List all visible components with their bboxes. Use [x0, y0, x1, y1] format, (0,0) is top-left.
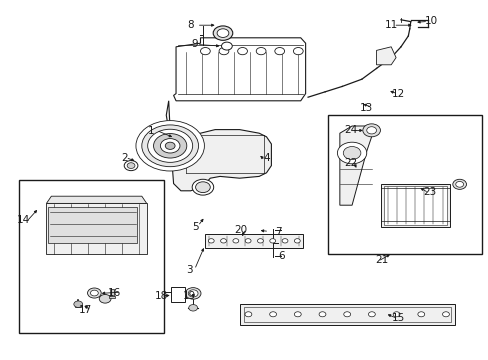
Circle shape — [318, 312, 325, 317]
Text: 16: 16 — [107, 288, 121, 298]
Circle shape — [87, 288, 101, 298]
Text: 5: 5 — [192, 222, 199, 232]
Bar — [327, 115, 481, 254]
Bar — [19, 180, 163, 333]
Circle shape — [269, 239, 275, 243]
Circle shape — [160, 139, 180, 153]
Text: 19: 19 — [183, 291, 196, 301]
Circle shape — [343, 147, 360, 159]
Circle shape — [442, 312, 448, 317]
Polygon shape — [46, 196, 146, 203]
Text: 18: 18 — [154, 291, 168, 301]
Bar — [243, 307, 450, 322]
Polygon shape — [173, 38, 305, 101]
Circle shape — [90, 290, 98, 296]
Polygon shape — [339, 126, 371, 205]
Circle shape — [256, 48, 265, 55]
Bar — [48, 207, 137, 243]
Text: 15: 15 — [391, 312, 405, 323]
Text: 4: 4 — [263, 153, 269, 163]
Circle shape — [147, 129, 192, 162]
Bar — [171, 287, 184, 302]
Text: 3: 3 — [186, 265, 193, 275]
Circle shape — [142, 125, 198, 167]
Circle shape — [455, 181, 463, 187]
Circle shape — [257, 239, 263, 243]
Circle shape — [195, 182, 210, 193]
Circle shape — [362, 124, 380, 137]
Circle shape — [192, 179, 213, 195]
Circle shape — [237, 48, 247, 55]
Text: 2: 2 — [121, 153, 128, 163]
Text: 22: 22 — [344, 158, 357, 168]
Circle shape — [188, 305, 197, 311]
Text: 9: 9 — [191, 39, 198, 49]
Circle shape — [124, 161, 138, 171]
Text: 13: 13 — [359, 103, 373, 113]
Bar — [108, 296, 115, 298]
Bar — [110, 289, 114, 297]
Circle shape — [136, 121, 204, 171]
Bar — [383, 186, 447, 225]
Text: 10: 10 — [424, 16, 437, 26]
Polygon shape — [376, 47, 395, 65]
Circle shape — [232, 239, 238, 243]
Circle shape — [294, 312, 301, 317]
Text: 20: 20 — [234, 225, 246, 235]
Circle shape — [99, 294, 111, 303]
Circle shape — [188, 290, 198, 297]
Circle shape — [282, 239, 287, 243]
Circle shape — [367, 312, 375, 317]
Circle shape — [269, 312, 276, 317]
Polygon shape — [46, 203, 146, 254]
Circle shape — [185, 288, 201, 299]
Text: 11: 11 — [384, 20, 397, 30]
Circle shape — [74, 301, 82, 307]
Circle shape — [417, 312, 424, 317]
Text: 23: 23 — [423, 186, 436, 197]
Bar — [381, 184, 449, 227]
Circle shape — [219, 48, 228, 55]
Circle shape — [153, 134, 186, 158]
Circle shape — [200, 48, 210, 55]
Circle shape — [294, 239, 300, 243]
Circle shape — [165, 142, 175, 149]
Circle shape — [392, 312, 399, 317]
Text: 24: 24 — [344, 125, 357, 135]
Circle shape — [213, 26, 232, 40]
Circle shape — [366, 127, 376, 134]
Circle shape — [208, 239, 214, 243]
Circle shape — [244, 239, 250, 243]
Circle shape — [244, 312, 251, 317]
Circle shape — [274, 48, 284, 55]
Circle shape — [127, 163, 135, 168]
Text: 1: 1 — [148, 126, 155, 136]
Circle shape — [343, 312, 350, 317]
Text: 8: 8 — [187, 20, 194, 30]
Circle shape — [337, 142, 366, 164]
Text: 21: 21 — [374, 255, 387, 265]
Text: 12: 12 — [391, 89, 405, 99]
Text: 6: 6 — [277, 251, 284, 261]
Circle shape — [220, 239, 226, 243]
Text: 17: 17 — [79, 305, 92, 315]
Text: 7: 7 — [275, 227, 282, 237]
Circle shape — [217, 29, 228, 37]
Polygon shape — [166, 101, 271, 191]
Circle shape — [293, 48, 303, 55]
Bar — [205, 234, 303, 248]
Circle shape — [221, 42, 232, 50]
Circle shape — [452, 179, 466, 189]
Bar — [239, 304, 454, 325]
Text: 14: 14 — [17, 215, 30, 225]
